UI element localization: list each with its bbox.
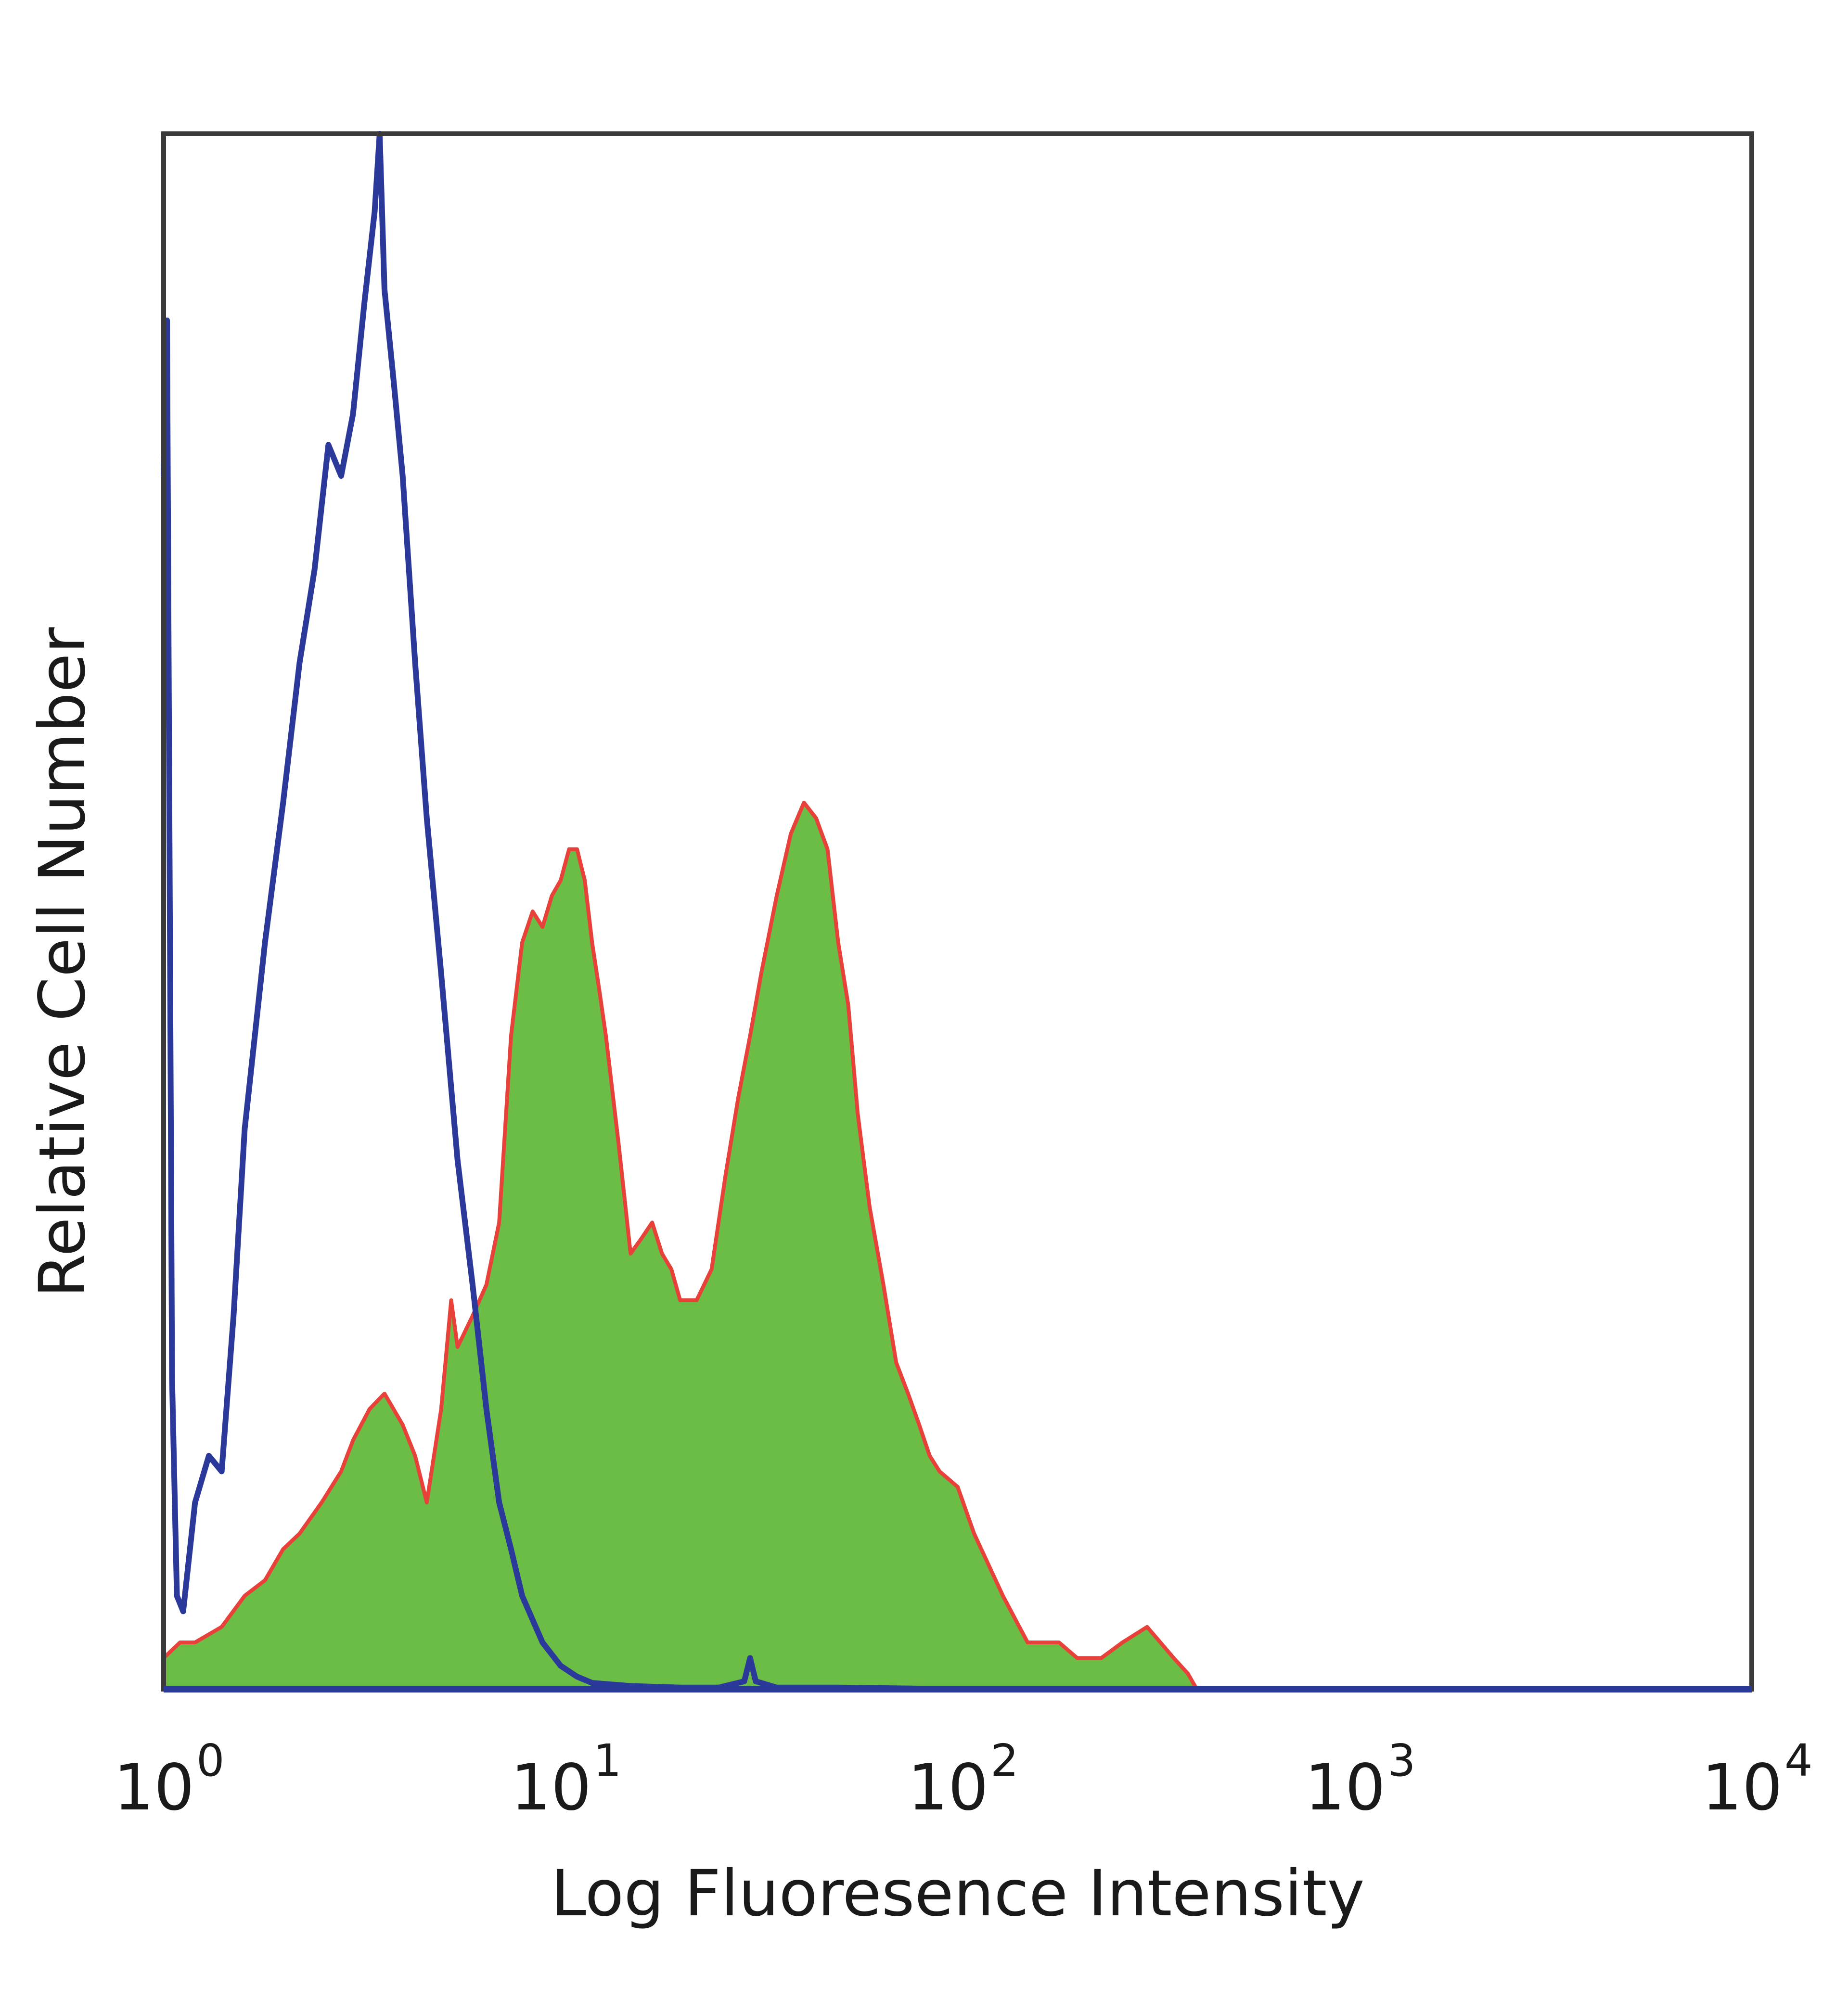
x-tick-label-1: 10 1 — [511, 1735, 622, 1825]
x-tick-exponent: 1 — [593, 1735, 622, 1786]
x-tick-exponent: 3 — [1387, 1735, 1416, 1786]
x-tick-base: 10 — [1305, 1751, 1386, 1825]
y-axis-label: Relative Cell Number — [26, 627, 100, 1298]
x-tick-labels: 10 0 10 1 10 2 10 3 10 4 — [114, 1735, 1813, 1825]
series-0-line — [161, 131, 1752, 1692]
x-tick-label-0: 10 0 — [114, 1735, 225, 1825]
x-tick-base: 10 — [908, 1751, 988, 1825]
series-layer — [161, 131, 1752, 1692]
x-tick-label-2: 10 2 — [908, 1735, 1019, 1825]
series-1-edge — [162, 800, 1752, 1691]
x-tick-exponent: 0 — [196, 1735, 225, 1786]
x-tick-label-4: 10 4 — [1702, 1735, 1813, 1825]
x-tick-base: 10 — [114, 1751, 194, 1825]
x-tick-base: 10 — [1702, 1751, 1783, 1825]
x-tick-label-3: 10 3 — [1305, 1735, 1416, 1825]
x-axis-label: Log Fluoresence Intensity — [551, 1857, 1364, 1931]
x-tick-exponent: 4 — [1784, 1735, 1813, 1786]
x-tick-base: 10 — [511, 1751, 591, 1825]
x-tick-exponent: 2 — [990, 1735, 1019, 1786]
series-1-fill — [164, 802, 1752, 1689]
